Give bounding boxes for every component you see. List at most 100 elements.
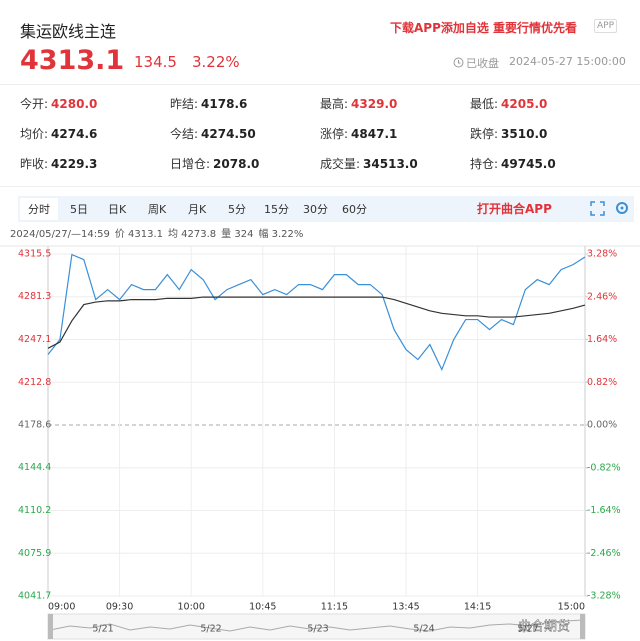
divider: [0, 84, 640, 85]
info-item: 量 324: [221, 229, 254, 240]
clock-icon: [453, 57, 464, 68]
stat: 昨结: 4178.6: [170, 95, 247, 112]
time: 2024-05-27 15:00:00: [509, 55, 626, 68]
y2-tick-label: -3.28%: [587, 591, 621, 602]
tab[interactable]: 周K: [148, 203, 167, 216]
navigator-handle[interactable]: [580, 614, 585, 639]
stat-value: 4274.6: [51, 127, 98, 141]
stat-label: 今结:: [170, 127, 199, 141]
stat-value: 4329.0: [351, 97, 398, 111]
x-tick-label: 11:15: [321, 602, 348, 613]
x-tick-label: 13:45: [392, 602, 419, 613]
info-line: 2024/05/27/—14:59 价 4313.1 均 4273.8 量 324 幅 …: [10, 225, 308, 240]
tab[interactable]: 分时: [28, 203, 50, 216]
y2-tick-label: -0.82%: [587, 462, 621, 473]
y-tick-label: 4247.1: [18, 334, 51, 345]
x-tick-label: 09:00: [48, 602, 75, 613]
x-tick-label: 10:00: [178, 602, 205, 613]
navigator-line: [49, 619, 584, 632]
tab[interactable]: 月K: [188, 203, 207, 216]
watermark: 曲合期货: [518, 619, 570, 635]
stat-value: 3510.0: [501, 127, 548, 141]
info-item: 价 4313.1: [114, 229, 163, 240]
divider: [0, 186, 640, 187]
tool-icons[interactable]: [590, 201, 634, 217]
tab-bar: [18, 196, 634, 222]
y2-tick-label: 0.82%: [587, 377, 617, 388]
price-line: [47, 253, 586, 372]
tab[interactable]: 15分: [264, 203, 289, 216]
stat: 涨停: 4847.1: [320, 125, 397, 142]
x-tick-label: 15:00: [558, 602, 585, 613]
stat: 均价: 4274.6: [20, 125, 97, 142]
y2-tick-label: -1.64%: [587, 505, 621, 516]
stat-value: 34513.0: [363, 157, 418, 171]
stat-label: 均价:: [20, 127, 49, 141]
stat: 今结: 4274.50: [170, 125, 256, 142]
stat-value: 4280.0: [51, 97, 98, 111]
y-tick-label: 4144.4: [18, 462, 51, 473]
stat: 昨收: 4229.3: [20, 155, 97, 172]
navigator: [47, 613, 586, 640]
y2-tick-label: 0.00%: [587, 420, 617, 431]
stat: 今开: 4280.0: [20, 95, 97, 112]
stat: 跌停: 3510.0: [470, 125, 547, 142]
change-pct: 3.22%: [192, 53, 240, 71]
stat-label: 最低:: [470, 97, 499, 111]
stat-label: 持仓:: [470, 157, 499, 171]
y2-tick-label: 2.46%: [587, 291, 617, 302]
navigator-date: 5/21: [92, 624, 113, 635]
tab[interactable]: 日K: [108, 203, 127, 216]
stat: 持仓: 49745.0: [470, 155, 556, 172]
tab[interactable]: 5分: [228, 203, 246, 216]
tab[interactable]: 30分: [303, 203, 328, 216]
active-tab-bg: [20, 198, 58, 220]
status: 已收盘: [466, 57, 499, 70]
y-tick-label: 4075.9: [18, 548, 51, 559]
stat-label: 最高:: [320, 97, 349, 111]
y2-tick-label: 1.64%: [587, 334, 617, 345]
navigator-date: 5/23: [307, 624, 328, 635]
info-item: 幅 3.22%: [258, 229, 304, 240]
stat-label: 成交量:: [320, 157, 361, 171]
stat-label: 涨停:: [320, 127, 349, 141]
y-tick-label: 4212.8: [18, 377, 51, 388]
stat-value: 4847.1: [351, 127, 398, 141]
price: 4313.1: [20, 45, 125, 76]
average-line: [47, 296, 586, 349]
navigator-date: 5/22: [200, 624, 221, 635]
x-tick-label: 09:30: [106, 602, 133, 613]
navigator-date: 5/27: [517, 624, 538, 635]
stat-label: 昨结:: [170, 97, 199, 111]
info-item: 2024/05/27/—14:59: [10, 229, 110, 240]
y-tick-label: 4315.5: [18, 249, 51, 260]
tab[interactable]: 60分: [342, 203, 367, 216]
y2-tick-label: 3.28%: [587, 249, 617, 260]
change: 134.5: [134, 53, 177, 71]
y-tick-label: 4178.6: [18, 420, 51, 431]
promo[interactable]: 下载APP添加自选 重要行情优先看: [390, 21, 578, 35]
x-tick-label: 14:15: [464, 602, 491, 613]
stat-label: 昨收:: [20, 157, 49, 171]
y2-tick-label: -2.46%: [587, 548, 621, 559]
x-tick-label: 10:45: [249, 602, 276, 613]
tab[interactable]: 5日: [70, 203, 88, 216]
open-app[interactable]: 打开曲合APP: [477, 202, 552, 216]
app-badge[interactable]: APP: [594, 19, 618, 33]
stat: 最低: 4205.0: [470, 95, 547, 112]
stat-value: 49745.0: [501, 157, 556, 171]
y-tick-label: 4041.7: [18, 591, 51, 602]
navigator-handle[interactable]: [48, 614, 53, 639]
stat-value: 2078.0: [213, 157, 260, 171]
stat: 成交量: 34513.0: [320, 155, 418, 172]
navigator-date: 5/24: [413, 624, 434, 635]
stat-label: 日增仓:: [170, 157, 211, 171]
stat: 日增仓: 2078.0: [170, 155, 259, 172]
stat-value: 4178.6: [201, 97, 248, 111]
y-tick-label: 4110.2: [18, 505, 51, 516]
stat: 最高: 4329.0: [320, 95, 397, 112]
stat-value: 4274.50: [201, 127, 256, 141]
stat-value: 4205.0: [501, 97, 548, 111]
